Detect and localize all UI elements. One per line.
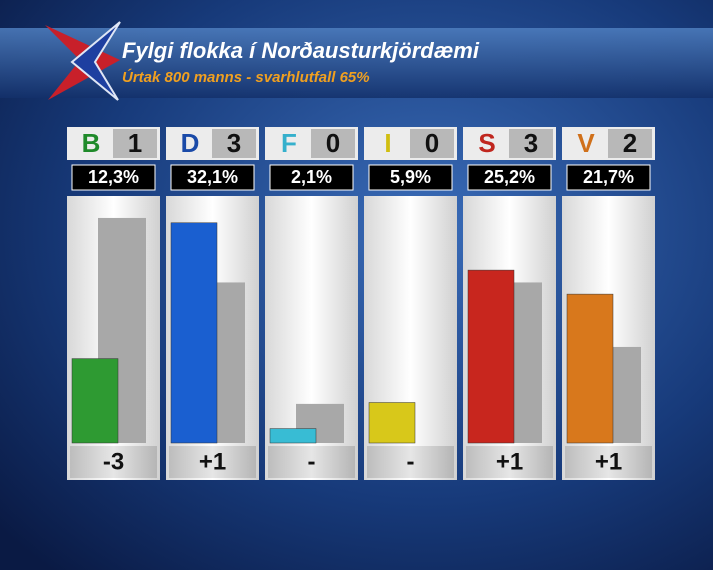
party-letter: F bbox=[281, 128, 297, 158]
change-box bbox=[169, 446, 256, 478]
title-band bbox=[0, 28, 713, 98]
seat-count: 3 bbox=[227, 128, 241, 158]
change-box bbox=[70, 446, 157, 478]
poll-bar bbox=[368, 402, 416, 444]
value-label: 32,1% bbox=[187, 167, 238, 187]
seat-box bbox=[113, 129, 157, 158]
chart-subtitle: Úrtak 800 manns - svarhlutfall 65% bbox=[122, 68, 370, 86]
party-letter: S bbox=[478, 128, 495, 158]
value-label: 5,9% bbox=[390, 167, 431, 187]
percent-box bbox=[71, 164, 156, 191]
value-label: 2,1% bbox=[291, 167, 332, 187]
change-box bbox=[367, 446, 454, 478]
change-box bbox=[565, 446, 652, 478]
change-box bbox=[268, 446, 355, 478]
seat-count: 0 bbox=[425, 128, 439, 158]
poll-bar bbox=[467, 269, 515, 444]
seat-box bbox=[212, 129, 256, 158]
seat-change: -3 bbox=[103, 448, 124, 475]
value-label: 21,7% bbox=[583, 167, 634, 187]
seat-box bbox=[410, 129, 454, 158]
value-label: 12,3% bbox=[88, 167, 139, 187]
poll-bar bbox=[269, 428, 317, 444]
party-letter: B bbox=[82, 128, 101, 158]
percent-box bbox=[467, 164, 552, 191]
seat-box bbox=[509, 129, 553, 158]
change-box bbox=[466, 446, 553, 478]
percent-box bbox=[269, 164, 354, 191]
seat-count: 2 bbox=[623, 128, 637, 158]
percent-box bbox=[566, 164, 651, 191]
seat-change: +1 bbox=[199, 448, 226, 475]
value-label: 25,2% bbox=[484, 167, 535, 187]
seat-change: - bbox=[308, 448, 316, 475]
seat-count: 1 bbox=[128, 128, 142, 158]
chart-title: Fylgi flokka í Norðausturkjördæmi bbox=[122, 38, 480, 63]
seat-change: - bbox=[407, 448, 415, 475]
seat-change: +1 bbox=[595, 448, 622, 475]
party-letter: V bbox=[577, 128, 595, 158]
seat-box bbox=[311, 129, 355, 158]
seat-change: +1 bbox=[496, 448, 523, 475]
poll-bar bbox=[170, 222, 218, 444]
percent-box bbox=[368, 164, 453, 191]
poll-bar bbox=[71, 358, 119, 444]
seat-box bbox=[608, 129, 652, 158]
poll-bar bbox=[566, 293, 614, 444]
party-letter: I bbox=[384, 128, 391, 158]
party-letter: D bbox=[181, 128, 200, 158]
logo bbox=[45, 21, 121, 101]
percent-box bbox=[170, 164, 255, 191]
seat-count: 0 bbox=[326, 128, 340, 158]
seat-count: 3 bbox=[524, 128, 538, 158]
